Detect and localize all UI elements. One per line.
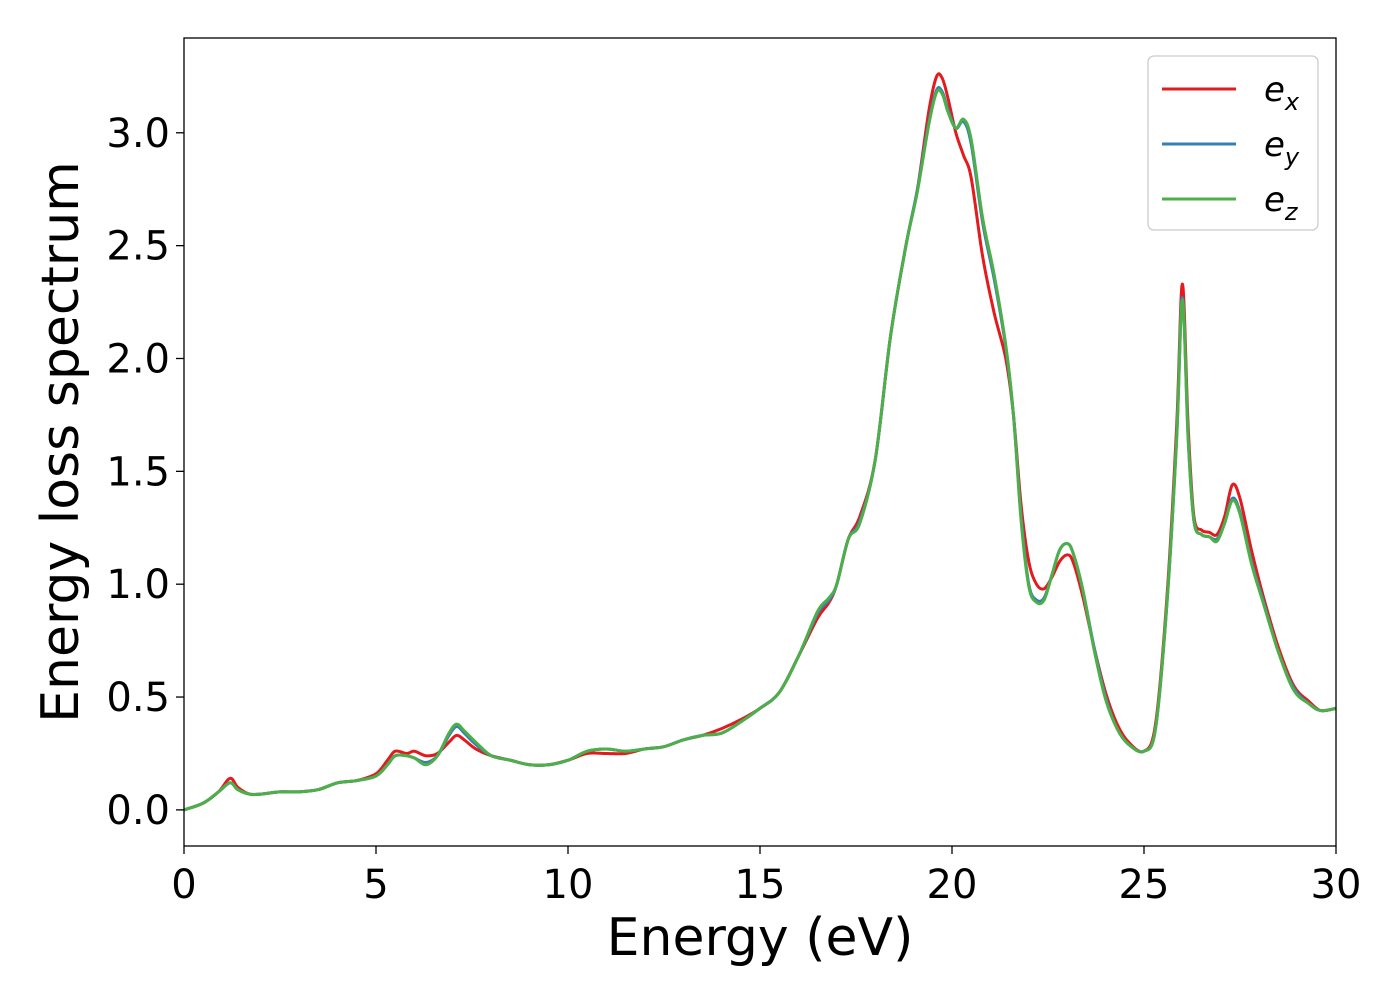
- series-line-ez: [184, 88, 1336, 812]
- legend-label: ez: [1264, 180, 1299, 226]
- y-tick-label: 1.0: [106, 562, 170, 608]
- legend-label: ey: [1264, 125, 1300, 171]
- legend: ex ey ez: [1147, 55, 1319, 231]
- x-tick-label: 10: [543, 862, 594, 908]
- series-layer: [184, 72, 1336, 812]
- x-tick-label: 15: [735, 862, 786, 908]
- y-tick-label: 1.5: [106, 449, 170, 495]
- y-tick-label: 0.5: [106, 675, 170, 721]
- y-tick-label: 2.5: [106, 224, 170, 270]
- y-axis-ticks: 0.0 0.5 1.0 1.5 2.0 2.5 3.0: [106, 111, 184, 834]
- legend-label: ex: [1264, 70, 1300, 116]
- x-tick-label: 5: [363, 862, 388, 908]
- x-tick-label: 25: [1119, 862, 1170, 908]
- y-tick-label: 3.0: [106, 111, 170, 157]
- x-axis-ticks: 0 5 10 15 20 25 30: [171, 846, 1361, 908]
- x-tick-label: 30: [1311, 862, 1362, 908]
- y-tick-label: 0.0: [106, 788, 170, 834]
- x-axis-label: Energy (eV): [607, 908, 914, 968]
- y-axis-label: Energy loss spectrum: [31, 161, 91, 723]
- y-tick-label: 2.0: [106, 336, 170, 382]
- x-tick-label: 0: [171, 862, 196, 908]
- x-tick-label: 20: [927, 862, 978, 908]
